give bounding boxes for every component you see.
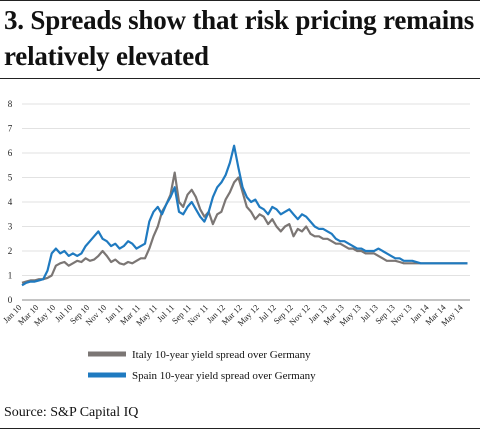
y-tick-label: 1 <box>8 271 13 281</box>
title-rule <box>0 78 480 79</box>
y-tick-label: 8 <box>8 99 13 109</box>
legend-label: Italy 10-year yield spread over Germany <box>132 349 311 361</box>
y-tick-label: 0 <box>8 295 13 305</box>
source-note: Source: S&P Capital IQ <box>4 405 139 420</box>
y-tick-label: 6 <box>8 148 13 158</box>
y-axis-tick-labels: 0 1 2 3 4 5 6 7 8 <box>8 99 13 305</box>
top-rule <box>0 0 480 1</box>
y-tick-label: 4 <box>8 197 13 207</box>
y-tick-label: 7 <box>8 124 13 134</box>
legend: Italy 10-year yield spread over Germany S… <box>88 349 316 382</box>
chart-title: 3. Spreads show that risk pricing remain… <box>4 5 475 71</box>
y-tick-label: 5 <box>8 173 13 183</box>
legend-label: Spain 10-year yield spread over Germany <box>132 370 316 382</box>
y-tick-label: 2 <box>8 246 13 256</box>
series-line-1 <box>21 144 468 287</box>
series-lines <box>21 144 468 287</box>
bottom-rule <box>0 428 480 429</box>
series-line-0 <box>21 171 468 284</box>
y-tick-label: 3 <box>8 222 13 232</box>
